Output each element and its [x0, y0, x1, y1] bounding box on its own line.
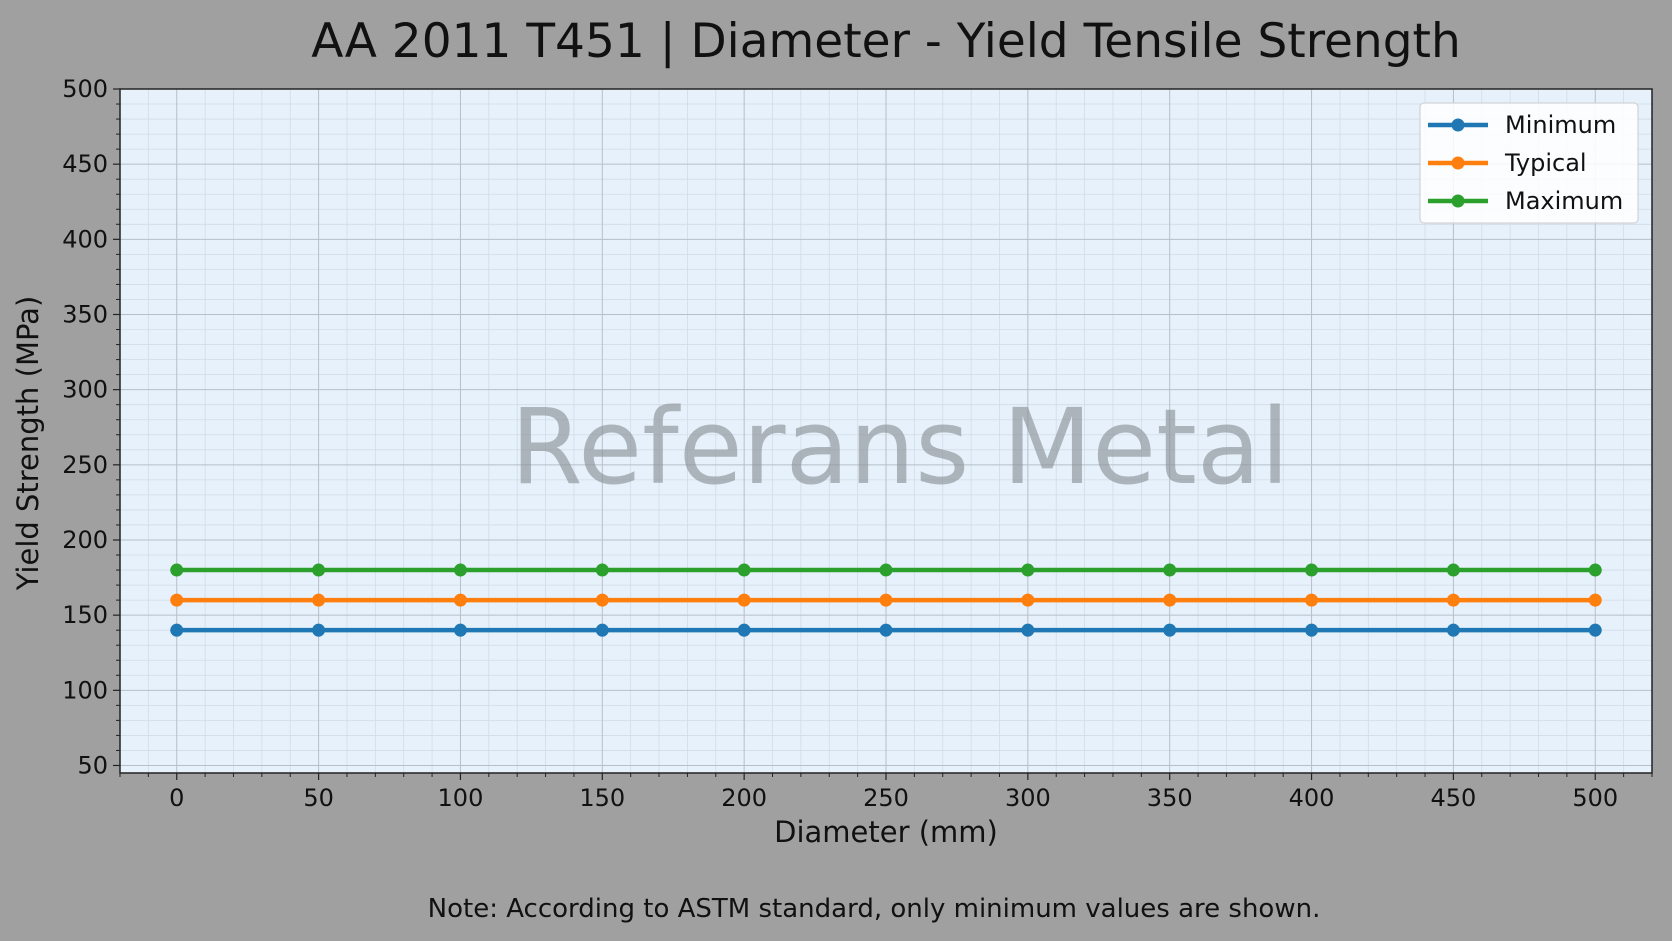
x-tick-label: 450	[1431, 784, 1477, 812]
x-tick-label: 100	[438, 784, 484, 812]
y-axis-ticks: 50 100 150 200 250 300 350 400 450 500	[62, 75, 120, 779]
data-point-maximum	[595, 563, 609, 577]
data-point-minimum	[1446, 623, 1460, 637]
data-point-maximum	[1021, 563, 1035, 577]
data-point-minimum	[170, 623, 184, 637]
legend-items: Minimum Typical Maximum	[1428, 111, 1623, 215]
y-tick-label: 400	[62, 225, 108, 253]
data-point-typical	[170, 593, 184, 607]
x-axis-label: Diameter (mm)	[774, 815, 998, 849]
plot-frame	[119, 88, 1653, 774]
legend-label-typical: Typical	[1504, 149, 1587, 177]
data-point-typical	[879, 593, 893, 607]
y-tick-label: 50	[77, 751, 108, 779]
data-point-minimum	[312, 623, 326, 637]
footnote: Note: According to ASTM standard, only m…	[428, 894, 1321, 924]
y-tick-label: 100	[62, 676, 108, 704]
x-tick-label: 50	[303, 784, 334, 812]
y-tick-label: 200	[62, 526, 108, 554]
data-point-maximum	[1163, 563, 1177, 577]
data-point-maximum	[1446, 563, 1460, 577]
x-tick-label: 0	[169, 784, 184, 812]
data-point-minimum	[737, 623, 751, 637]
data-point-typical	[737, 593, 751, 607]
x-tick-label: 300	[1005, 784, 1051, 812]
data-point-minimum	[1163, 623, 1177, 637]
x-tick-label: 250	[863, 784, 909, 812]
data-point-maximum	[453, 563, 467, 577]
x-tick-label: 500	[1572, 784, 1618, 812]
watermark: Referans Metal	[511, 386, 1290, 508]
legend-marker-minimum	[1451, 118, 1465, 132]
chart-title: AA 2011 T451 | Diameter - Yield Tensile …	[311, 14, 1461, 69]
series-layer	[170, 563, 1602, 637]
data-point-minimum	[453, 623, 467, 637]
x-tick-label: 350	[1147, 784, 1193, 812]
x-tick-label: 150	[579, 784, 625, 812]
data-point-maximum	[1305, 563, 1319, 577]
data-point-minimum	[879, 623, 893, 637]
data-point-maximum	[737, 563, 751, 577]
x-tick-label: 400	[1289, 784, 1335, 812]
y-tick-label: 450	[62, 150, 108, 178]
data-point-maximum	[170, 563, 184, 577]
data-point-typical	[1588, 593, 1602, 607]
legend-label-minimum: Minimum	[1505, 111, 1616, 139]
data-point-typical	[312, 593, 326, 607]
x-axis-ticks: 0 50 100 150 200 250 300 350 400 450 500	[119, 773, 1653, 812]
data-point-maximum	[1588, 563, 1602, 577]
data-point-minimum	[1588, 623, 1602, 637]
legend-marker-typical	[1451, 156, 1465, 170]
legend-box	[1419, 102, 1639, 224]
data-point-maximum	[879, 563, 893, 577]
legend: Minimum Typical Maximum	[1419, 102, 1639, 224]
data-point-minimum	[1021, 623, 1035, 637]
data-point-maximum	[312, 563, 326, 577]
data-point-typical	[1021, 593, 1035, 607]
data-point-minimum	[1305, 623, 1319, 637]
data-point-minimum	[595, 623, 609, 637]
data-point-typical	[1163, 593, 1177, 607]
y-axis-label: Yield Strength (MPa)	[11, 296, 45, 592]
y-tick-label: 250	[62, 451, 108, 479]
y-tick-label: 300	[62, 376, 108, 404]
x-tick-label: 200	[721, 784, 767, 812]
legend-label-maximum: Maximum	[1505, 187, 1623, 215]
y-tick-label: 150	[62, 601, 108, 629]
y-tick-label: 350	[62, 300, 108, 328]
data-point-typical	[1305, 593, 1319, 607]
data-point-typical	[453, 593, 467, 607]
y-tick-label: 500	[62, 75, 108, 103]
legend-marker-maximum	[1451, 194, 1465, 208]
data-point-typical	[595, 593, 609, 607]
data-point-typical	[1446, 593, 1460, 607]
